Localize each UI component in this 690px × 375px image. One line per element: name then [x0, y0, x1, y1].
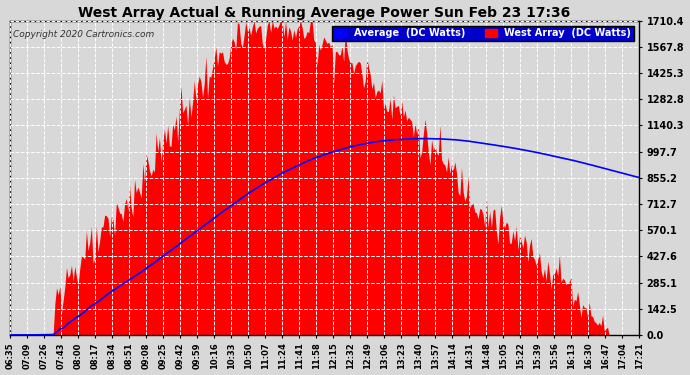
Legend: Average  (DC Watts), West Array  (DC Watts): Average (DC Watts), West Array (DC Watts… — [332, 26, 634, 41]
Text: Copyright 2020 Cartronics.com: Copyright 2020 Cartronics.com — [13, 30, 155, 39]
Title: West Array Actual & Running Average Power Sun Feb 23 17:36: West Array Actual & Running Average Powe… — [79, 6, 571, 20]
